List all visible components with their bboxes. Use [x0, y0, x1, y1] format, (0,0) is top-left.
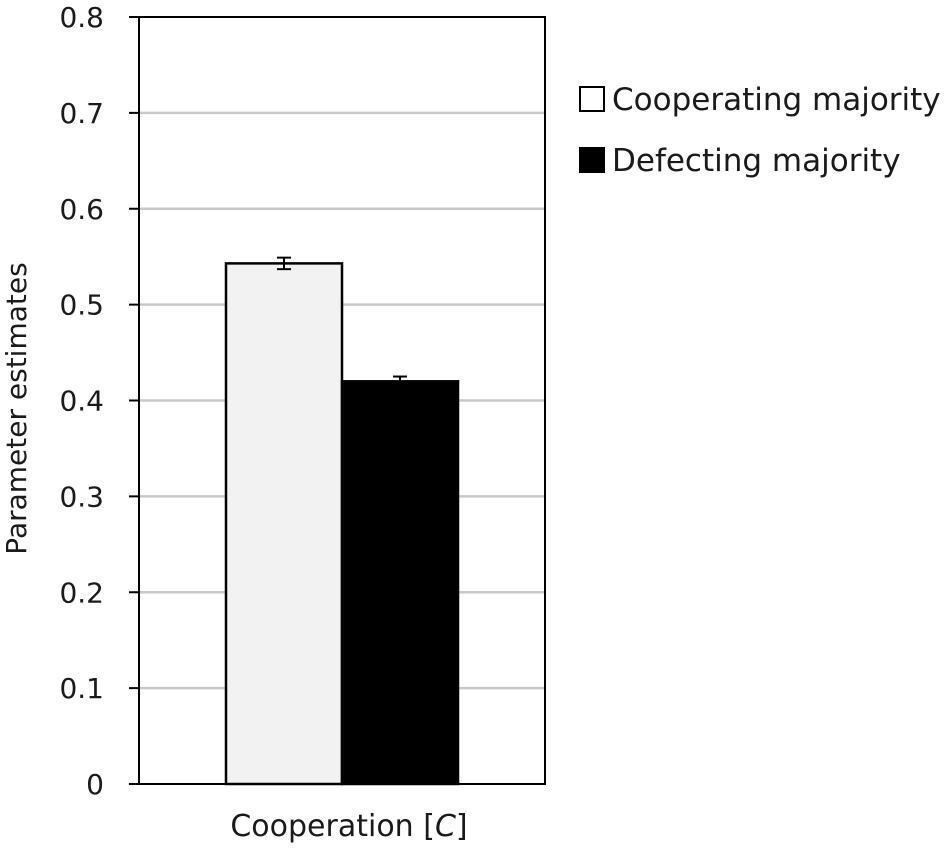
- error-bars: [277, 256, 407, 388]
- y-tick-label: 0.1: [59, 672, 104, 705]
- legend-swatch-cooperating: [579, 86, 605, 112]
- bar-cooperating: [224, 262, 344, 786]
- x-category-label-main: Cooperation [: [230, 809, 435, 844]
- bar-defecting: [340, 380, 460, 786]
- y-tick-label: 0.8: [59, 1, 104, 34]
- y-axis-ticks: 0 0.1 0.2 0.3 0.4 0.5 0.6 0.7 0.8: [59, 1, 139, 801]
- y-tick-label: 0.5: [59, 289, 104, 322]
- y-tick-label: 0.3: [59, 480, 104, 513]
- bars: [224, 262, 460, 786]
- y-axis-title: Parameter estimates: [0, 262, 33, 554]
- legend-swatch-defecting: [579, 147, 605, 173]
- x-category-label: Cooperation [C]: [230, 809, 467, 844]
- legend-label-defecting: Defecting majority: [612, 143, 901, 179]
- y-tick-label: 0.4: [59, 385, 104, 418]
- y-tick-label: 0.6: [59, 193, 104, 226]
- x-category-label-italic: C: [435, 809, 456, 844]
- x-category-label-end: ]: [456, 809, 468, 844]
- y-tick-label: 0: [86, 768, 104, 801]
- y-tick-label: 0.2: [59, 576, 104, 609]
- legend-label-cooperating: Cooperating majority: [612, 82, 941, 118]
- legend: Cooperating majority Defecting majority: [579, 82, 941, 179]
- y-tick-label: 0.7: [59, 97, 104, 130]
